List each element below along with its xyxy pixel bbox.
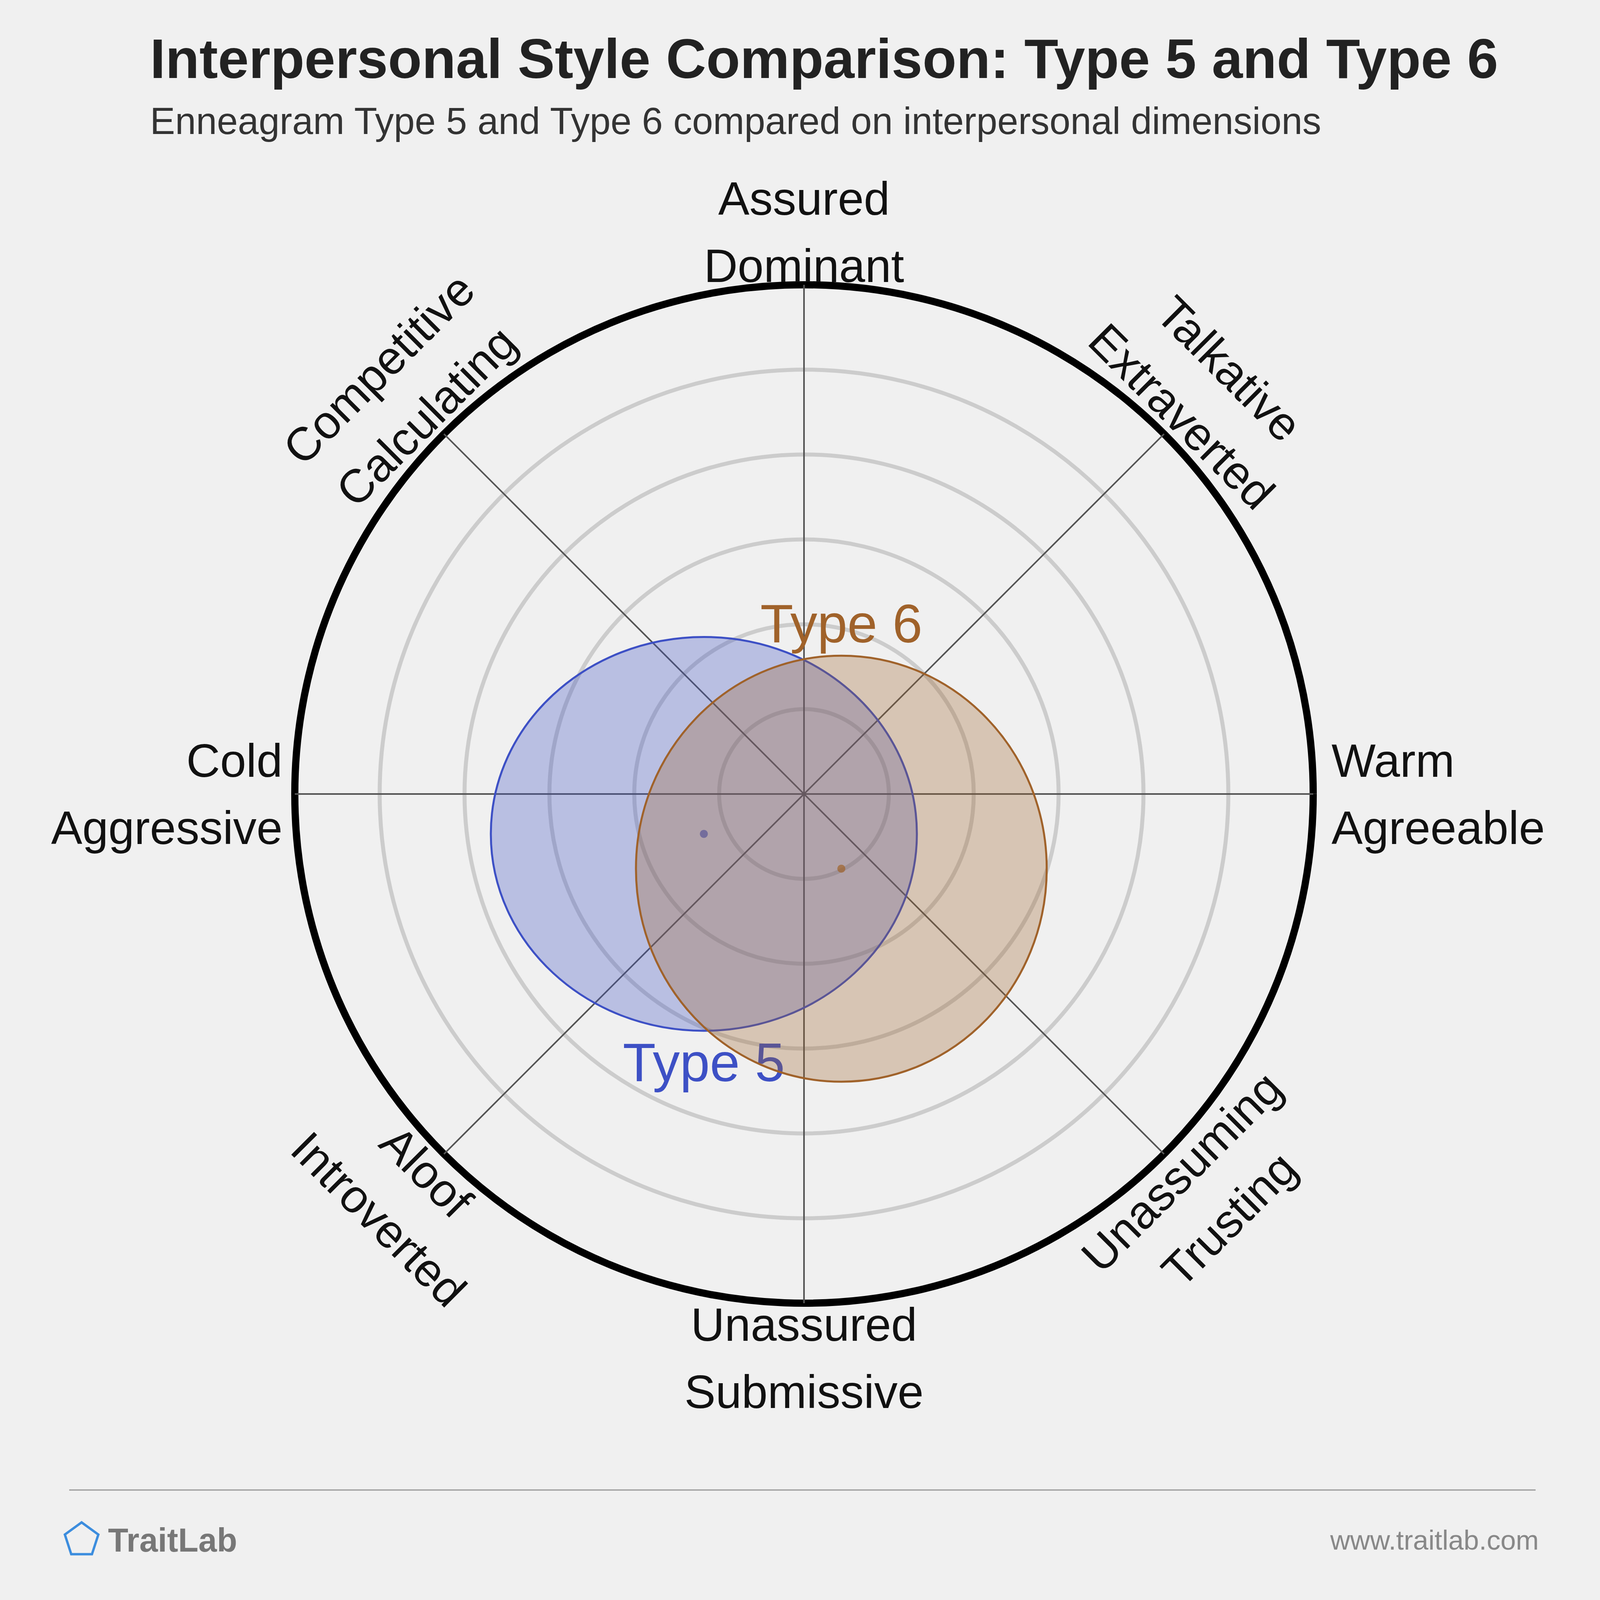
- svg-text:Aloof: Aloof: [370, 1115, 483, 1228]
- svg-text:Aggressive: Aggressive: [51, 801, 283, 854]
- svg-text:TraitLab: TraitLab: [108, 1521, 238, 1559]
- svg-text:Competitive: Competitive: [272, 262, 485, 475]
- svg-text:Assured: Assured: [718, 172, 890, 225]
- svg-text:Submissive: Submissive: [684, 1365, 924, 1418]
- svg-text:Type 6: Type 6: [760, 593, 923, 654]
- svg-text:Calculating: Calculating: [326, 316, 527, 517]
- svg-text:Introverted: Introverted: [281, 1121, 477, 1317]
- svg-text:Trusting: Trusting: [1151, 1141, 1307, 1297]
- svg-text:Dominant: Dominant: [704, 239, 905, 292]
- svg-text:Interpersonal Style Comparison: Interpersonal Style Comparison: Type 5 a…: [150, 27, 1498, 90]
- svg-text:Extraverted: Extraverted: [1078, 313, 1285, 520]
- svg-text:Unassured: Unassured: [690, 1298, 918, 1351]
- svg-text:Talkative: Talkative: [1146, 285, 1313, 452]
- svg-text:Unassuming: Unassuming: [1071, 1061, 1293, 1283]
- svg-text:Type 5: Type 5: [622, 1032, 785, 1093]
- svg-text:Enneagram Type 5 and Type 6 co: Enneagram Type 5 and Type 6 compared on …: [150, 100, 1322, 142]
- svg-text:Cold: Cold: [186, 734, 283, 787]
- svg-text:www.traitlab.com: www.traitlab.com: [1330, 1524, 1539, 1556]
- svg-text:Agreeable: Agreeable: [1331, 801, 1545, 854]
- svg-text:Warm: Warm: [1331, 734, 1455, 787]
